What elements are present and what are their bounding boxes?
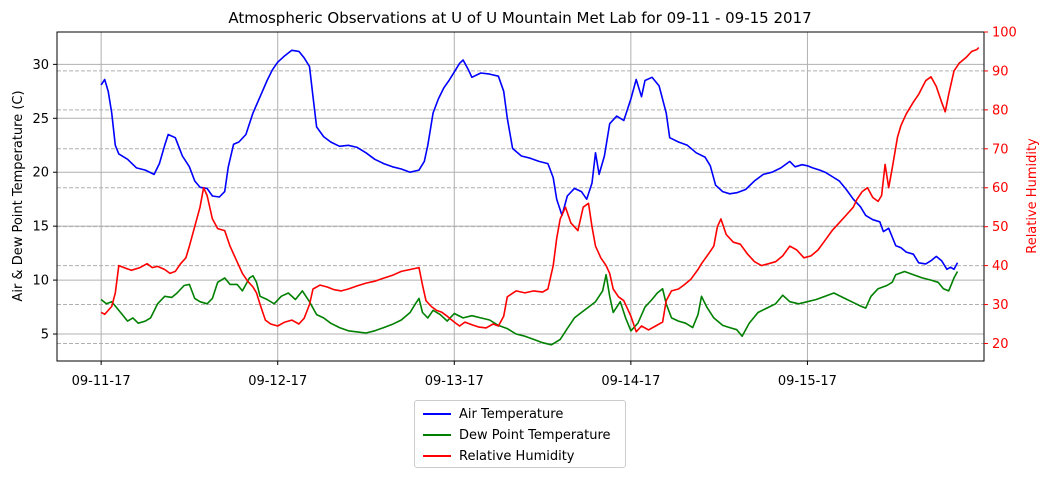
plot-area <box>57 32 984 361</box>
legend-swatch-relative-humidity <box>423 455 451 457</box>
plot-frame <box>56 31 985 362</box>
y-right-tick-label: 90 <box>992 64 1009 79</box>
y-right-tick-label: 70 <box>992 142 1009 157</box>
x-tick-label: 09-14-17 <box>601 374 660 389</box>
x-tick-label: 09-15-17 <box>778 374 837 389</box>
x-tick-label: 09-12-17 <box>248 374 307 389</box>
y-left-tick-label: 25 <box>32 112 49 127</box>
y-right-tick-label: 60 <box>992 181 1009 196</box>
x-tick-label: 09-13-17 <box>425 374 484 389</box>
y-right-tick-label: 30 <box>992 298 1009 313</box>
legend-item-air-temperature: Air Temperature <box>423 404 563 424</box>
y-right-tick-label: 40 <box>992 259 1009 274</box>
legend: Air Temperature Dew Point Temperature Re… <box>414 400 626 468</box>
y-axis-left-label: Air & Dew Point Temperature (C) <box>11 90 26 301</box>
y-left-tick-label: 10 <box>32 274 49 289</box>
y-left-tick-label: 15 <box>32 220 49 235</box>
legend-item-dew-point: Dew Point Temperature <box>423 425 611 445</box>
y-axis-right-label: Relative Humidity <box>1025 138 1040 254</box>
y-right-tick-label: 20 <box>992 337 1009 352</box>
y-left-tick-label: 20 <box>32 166 49 181</box>
chart-title: Atmospheric Observations at U of U Mount… <box>228 9 811 27</box>
series-line-relative-humidity <box>100 47 980 333</box>
y-right-tick-label: 50 <box>992 220 1009 235</box>
legend-swatch-air-temperature <box>423 413 451 415</box>
legend-swatch-dew-point <box>423 434 451 436</box>
series-line-dew-point-temperature <box>100 270 959 346</box>
legend-label-air-temperature: Air Temperature <box>459 406 564 422</box>
series-layer <box>100 47 980 346</box>
y-left-tick-label: 5 <box>41 328 49 343</box>
y-right-tick-label: 80 <box>992 103 1009 118</box>
y-left-tick-label: 30 <box>32 58 49 73</box>
legend-item-relative-humidity: Relative Humidity <box>423 446 575 466</box>
legend-label-dew-point: Dew Point Temperature <box>459 427 611 443</box>
legend-label-relative-humidity: Relative Humidity <box>459 448 575 464</box>
x-tick-label: 09-11-17 <box>72 374 131 389</box>
axis-layer: 09-11-17 09-12-17 09-13-17 09-14-17 09-15-17… <box>32 26 1016 390</box>
series-line-air-temperature <box>100 49 959 271</box>
y-right-tick-label: 100 <box>992 26 1017 41</box>
grid-layer <box>57 32 984 361</box>
